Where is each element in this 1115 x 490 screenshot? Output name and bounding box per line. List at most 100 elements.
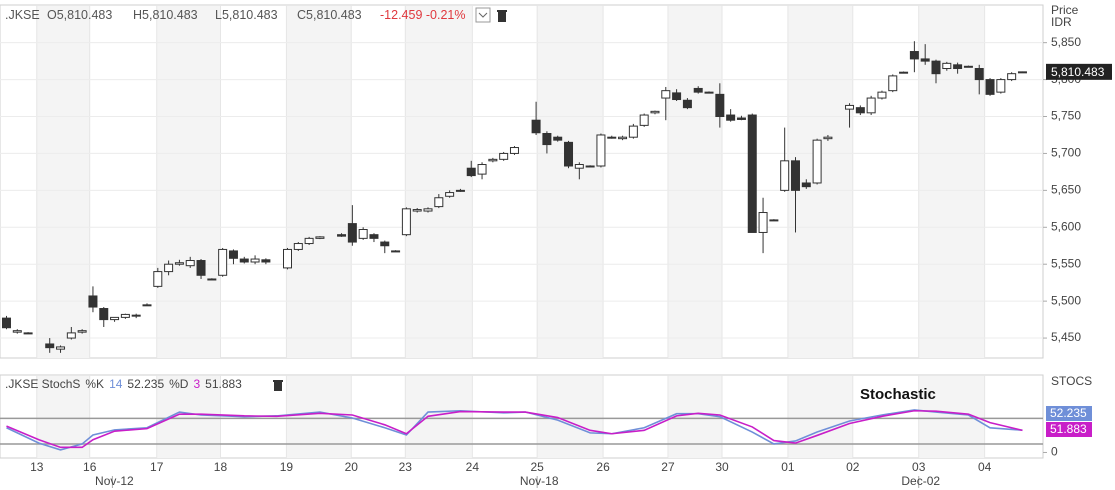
candle-body [337,234,347,237]
x-tick-label: 17 [150,460,164,474]
x-tick-label: 18 [214,460,228,474]
candle-body [585,165,595,168]
x-tick-label: 23 [399,460,413,474]
candle-body [250,258,260,263]
candle-body [909,51,919,60]
candle-body [196,260,206,276]
candle-body [996,79,1006,93]
candle-body [1007,73,1017,81]
candle-body [142,304,152,307]
candle-body [174,262,184,265]
candle-body [391,250,401,253]
axis-title: Price [1051,3,1079,17]
legend-text: 14 [109,377,123,391]
candle-body [358,229,368,239]
month-label: Nov-18 [520,474,559,488]
day-band [667,376,722,458]
y-tick-label: 5,600 [1051,219,1081,233]
candle-body [780,160,790,191]
candle-body [855,107,865,114]
candle-body [769,219,779,222]
candle-body [726,114,736,121]
annotation: Stochastic [860,386,936,403]
candle-body [347,223,357,243]
candle-body [509,147,519,154]
open: O5,810.483 [47,8,113,22]
candle-body [434,197,444,208]
candle-body [661,90,671,99]
candle-body [542,132,552,146]
x-tick-label: 20 [345,460,359,474]
value-tag [1046,422,1092,437]
x-tick-label: 30 [715,460,729,474]
candle-body [1017,71,1027,74]
candle-body [650,110,660,114]
x-tick-label: 16 [83,460,97,474]
candle-body [704,91,714,94]
candle-body [88,295,98,308]
y-tick-label: 5,500 [1051,293,1081,307]
candle-body [920,58,930,62]
candle-body [401,208,411,236]
candle-body [283,248,293,269]
candle-body [596,134,606,167]
trash-icon[interactable] [497,10,507,22]
candle-body [23,332,33,335]
candle-body [207,278,217,281]
low: L5,810.483 [215,8,278,22]
candle-body [477,164,487,175]
candle-body [12,330,22,333]
candle-body [866,97,876,114]
candle-body [423,208,433,212]
candle-body [985,79,995,95]
stoch-line [6,409,1023,449]
candle-body [715,93,725,118]
x-tick-label: 02 [846,460,860,474]
candle-body [228,250,238,259]
candle-body [239,258,249,263]
candle-body [682,99,692,109]
symbol: .JKSE [5,8,40,22]
candle-body [607,136,617,139]
trash-icon[interactable] [273,380,283,391]
candle-body [736,117,746,120]
candle-body [693,87,703,93]
y-tick-label: 5,650 [1051,183,1081,197]
candle-body [628,125,638,138]
candle-body [845,104,855,110]
day-band [667,6,722,358]
candle-body [931,60,941,75]
x-tick-label: 04 [978,460,992,474]
month-label: Nov-12 [95,474,134,488]
candle-body [455,189,465,192]
candle-body [153,271,163,287]
candle-body [380,241,390,247]
value-tag-label: 52.235 [1050,406,1087,420]
last-price-tag [1046,63,1112,80]
candle-body [120,313,130,318]
candle-body [574,164,584,169]
candle-body [963,65,973,68]
legend-text: .JKSE StochS [5,377,80,391]
candle-body [445,192,455,197]
candle-body [942,62,952,70]
candle-body [974,68,984,81]
y-tick-label: 5,700 [1051,146,1081,160]
day-band [36,6,90,358]
y-tick-label: 5,750 [1051,109,1081,123]
day-band [787,376,853,458]
candle-body [747,114,757,233]
dropdown-button[interactable] [475,7,491,23]
candle-body [77,330,87,333]
close: C5,810.483 [297,8,362,22]
y-tick-label: 5,850 [1051,35,1081,49]
candle-body [823,136,833,140]
candle-body [618,136,628,140]
candle-body [790,160,800,191]
candle-body [131,314,141,317]
y-tick-label: 5,550 [1051,256,1081,270]
candle-body [56,346,66,350]
candle-body [758,212,768,233]
